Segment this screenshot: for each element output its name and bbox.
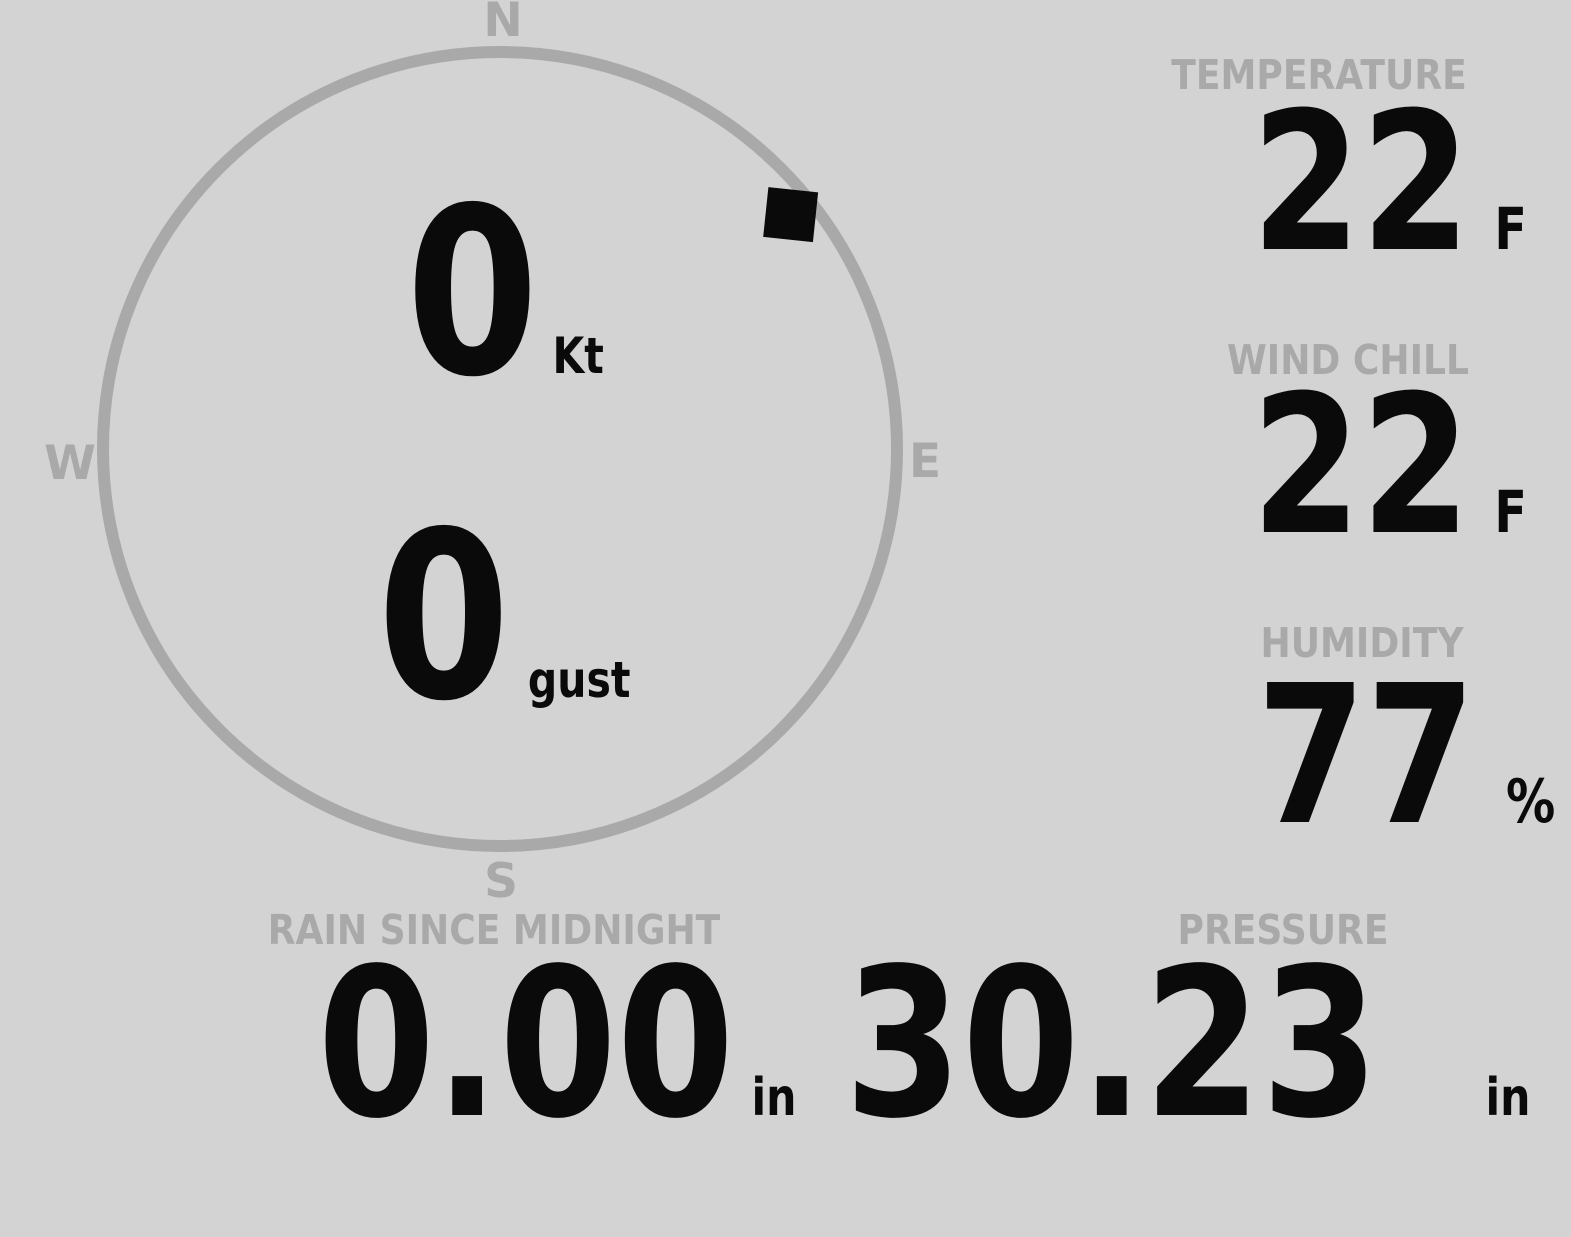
rain-since-midnight-value: 0.00 [317,924,735,1164]
temperature-label: TEMPERATURE [1171,51,1467,99]
wind-gust-reading: 0 gust [378,501,631,733]
humidity-unit: % [1505,767,1555,837]
temperature-reading: 22 F [1252,88,1527,280]
rain-since-midnight-reading: 0.00 in [318,941,797,1147]
compass-label-south: S [484,854,518,909]
pressure-value: 30.23 [844,924,1379,1164]
wind-speed-reading: 0 Kt [406,177,604,409]
wind-gust-value: 0 [377,482,510,752]
wind-direction-diamond-icon [763,187,819,243]
wind-chill-value: 22 [1251,355,1471,578]
wind-speed-value: 0 [406,158,539,428]
wind-chill-unit: F [1494,478,1527,546]
compass-label-east: E [908,434,942,489]
wind-chill-reading: 22 F [1252,371,1527,563]
rain-since-midnight-label: RAIN SINCE MIDNIGHT [267,906,721,954]
compass-label-west: W [44,436,96,491]
wind-gust-unit: gust [527,651,631,709]
wind-chill-label: WIND CHILL [1226,336,1470,384]
rain-since-midnight-unit: in [751,1068,797,1128]
temperature-unit: F [1494,195,1527,263]
temperature-value: 22 [1251,72,1471,295]
pressure-reading: 30.23 in [844,941,1530,1147]
wind-speed-unit: Kt [552,327,604,385]
pressure-unit: in [1485,1068,1530,1128]
humidity-reading: 77 % [1256,661,1555,853]
compass-label-north: N [483,0,523,48]
humidity-value: 77 [1256,645,1476,868]
pressure-label: PRESSURE [1177,906,1389,954]
humidity-label: HUMIDITY [1260,619,1464,667]
